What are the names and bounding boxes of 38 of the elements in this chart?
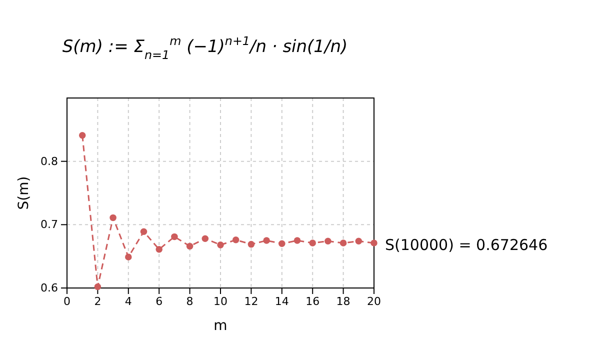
point [125, 254, 132, 260]
x-tick-label: 16 [306, 294, 320, 308]
x-tick-label: 8 [186, 294, 194, 308]
text: S(10000) = 0.672646 [385, 236, 548, 254]
y-tick-label: 0.8 [40, 154, 58, 168]
point [171, 233, 178, 240]
point [78, 132, 86, 139]
point [156, 246, 162, 253]
point [140, 228, 148, 236]
point [294, 237, 301, 244]
x-tick-label: 0 [64, 294, 70, 308]
x-axis-title: m [214, 318, 228, 334]
x-tick-label: 12 [244, 294, 258, 308]
x-tick-label: 2 [94, 294, 102, 308]
point [248, 240, 255, 248]
y-tick-label: 0.7 [40, 218, 58, 232]
x-tick-label: 18 [336, 294, 350, 308]
x-tick-label: 4 [124, 294, 132, 308]
x-tick-label: 10 [214, 294, 228, 308]
point [94, 283, 102, 290]
point [355, 238, 362, 245]
x-tick-label: 14 [274, 294, 289, 308]
point [309, 240, 316, 246]
point [202, 235, 209, 242]
y-axis-title: S(m) [16, 176, 32, 210]
point [324, 238, 332, 245]
point [232, 236, 240, 244]
point [217, 242, 224, 248]
point [263, 237, 270, 244]
point [110, 214, 116, 222]
chart-title: S(m) := Σ$_{n=1}$$^{m}$ (−1)$^{n+1}$/n · sin(1/n) [62, 34, 348, 62]
point [186, 242, 194, 250]
x-tick-label: 6 [156, 294, 163, 308]
point [340, 240, 347, 246]
point [278, 240, 286, 248]
y-tick-label: 0.6 [40, 282, 58, 295]
x-tick-label: 20 [367, 294, 381, 308]
point [370, 240, 378, 246]
